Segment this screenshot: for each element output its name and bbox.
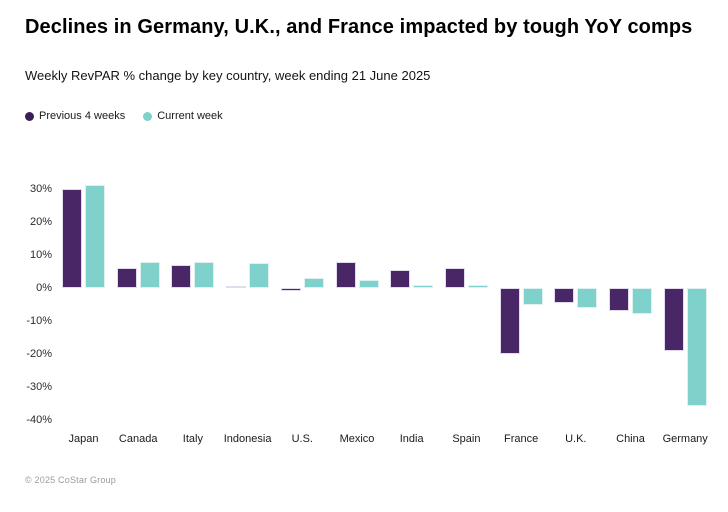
bar-mexico-current <box>358 279 379 288</box>
bar-china-previous <box>609 288 629 312</box>
page-title: Declines in Germany, U.K., and France im… <box>25 16 693 38</box>
x-axis-label-mexico: Mexico <box>339 433 375 445</box>
bar-us-previous <box>280 288 301 292</box>
bar-france-previous <box>499 288 520 355</box>
bar-france-current <box>522 288 543 305</box>
bar-india-current <box>413 284 434 288</box>
legend-item-current-week: Current week <box>143 110 223 122</box>
bar-japan-current <box>85 185 105 288</box>
bar-indonesia-current <box>249 263 270 288</box>
y-axis-tick-label: 30% <box>29 182 52 195</box>
x-axis-label-india: India <box>399 433 424 445</box>
y-axis-tick-label: -30% <box>26 381 52 394</box>
legend-dot-previous-icon <box>25 111 34 121</box>
chart-legend: Previous 4 weeks Current week <box>25 110 223 122</box>
legend-dot-current-icon <box>143 111 153 121</box>
bar-italy-current <box>194 261 215 288</box>
bar-indonesia-previous <box>226 286 247 289</box>
x-axis-label-china: China <box>616 433 645 445</box>
x-axis-label-canada: Canada <box>118 433 158 445</box>
y-axis-tick-label: -10% <box>26 315 52 328</box>
bar-japan-previous <box>62 188 82 288</box>
page-subtitle: Weekly RevPAR % change by key country, w… <box>25 68 431 83</box>
bar-canada-previous <box>116 268 137 288</box>
bar-us-current <box>303 278 324 288</box>
legend-label: Current week <box>157 110 223 122</box>
x-axis-label-japan: Japan <box>68 433 99 445</box>
bar-spain-previous <box>444 268 465 288</box>
bar-india-previous <box>390 269 411 288</box>
y-axis-tick-label: 0% <box>36 282 52 294</box>
copyright-note: © 2025 CoStar Group <box>25 475 116 485</box>
x-axis-label-italy: Italy <box>182 433 203 445</box>
bar-canada-current <box>139 261 160 288</box>
x-axis-label-germany: Germany <box>662 433 708 445</box>
bar-uk-current <box>577 288 598 308</box>
bar-mexico-previous <box>335 261 356 288</box>
bar-italy-previous <box>171 264 192 288</box>
y-axis-tick-label: -20% <box>26 348 52 361</box>
bar-germany-previous <box>663 288 684 351</box>
bar-uk-previous <box>554 288 575 303</box>
legend-label: Previous 4 weeks <box>39 110 126 122</box>
x-axis-label-spain: Spain <box>452 433 481 445</box>
bar-spain-current <box>467 284 488 288</box>
y-axis-tick-label: 20% <box>29 215 52 228</box>
y-axis-tick-label: -40% <box>26 414 52 427</box>
bar-germany-current <box>686 288 707 406</box>
x-axis-label-france: France <box>503 433 539 445</box>
bar-china-current <box>632 288 652 315</box>
y-axis-tick-label: 10% <box>29 248 52 261</box>
legend-item-previous-4-weeks: Previous 4 weeks <box>25 110 125 122</box>
x-axis-label-us: U.S. <box>291 433 313 445</box>
x-axis-label-indonesia: Indonesia <box>223 433 272 445</box>
x-axis-label-uk: U.K. <box>565 433 587 445</box>
